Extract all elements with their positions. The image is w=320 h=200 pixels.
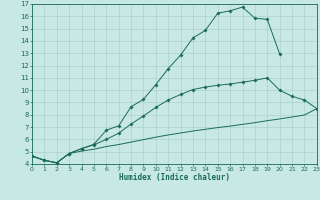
X-axis label: Humidex (Indice chaleur): Humidex (Indice chaleur) [119,173,230,182]
